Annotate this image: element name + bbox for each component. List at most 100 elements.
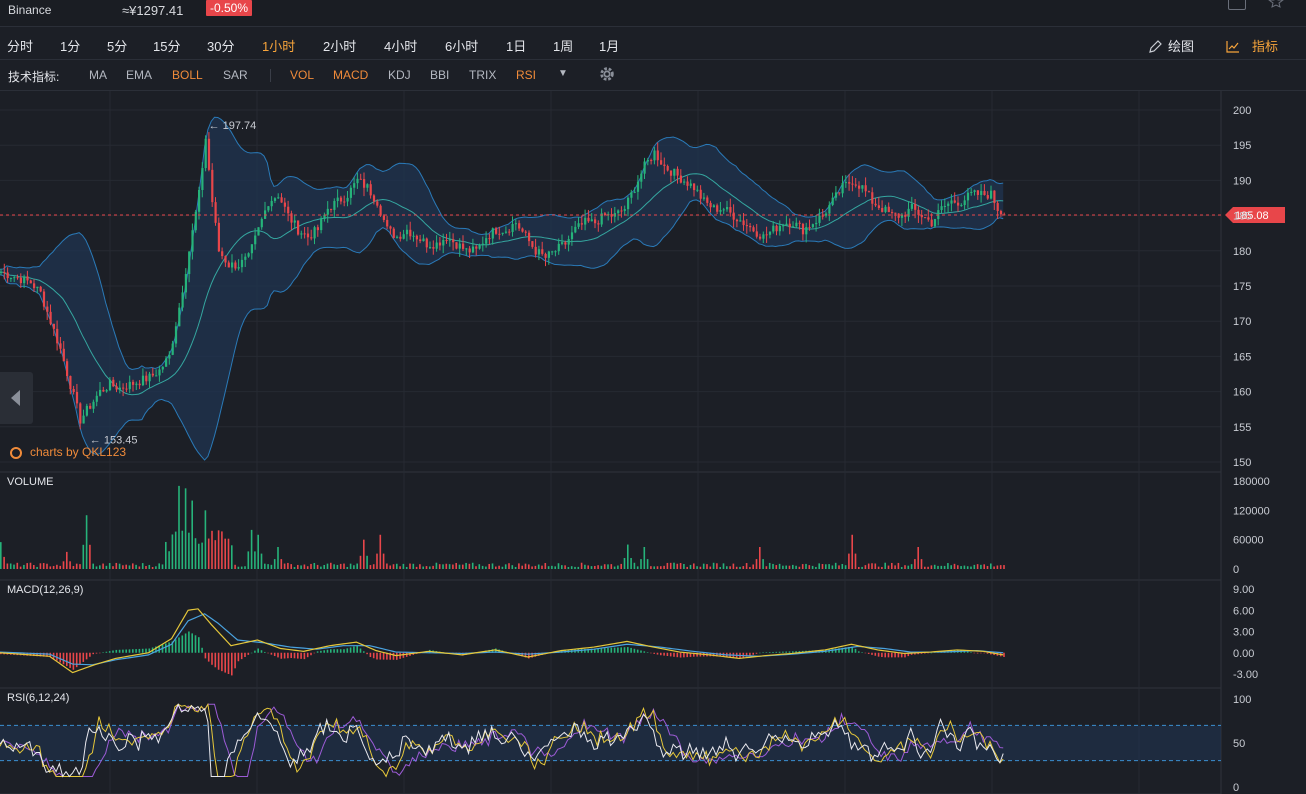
- volume-bar: [204, 510, 207, 569]
- indicator-ema[interactable]: EMA: [126, 68, 153, 82]
- candle-body: [211, 169, 214, 203]
- axis-tick-label: 195: [1233, 140, 1251, 152]
- candle-body: [221, 251, 224, 257]
- volume-bar: [732, 563, 735, 569]
- period-5m[interactable]: 5分: [107, 39, 128, 54]
- period-fenshi[interactable]: 分时: [7, 39, 34, 54]
- volume-bar: [696, 566, 698, 569]
- candle-body: [623, 209, 626, 211]
- volume-bar: [102, 563, 104, 569]
- gear-icon[interactable]: [598, 65, 616, 83]
- candle-body: [570, 232, 574, 240]
- period-1h[interactable]: 1小时: [262, 39, 296, 54]
- volume-bar: [630, 558, 632, 569]
- candle-body: [396, 236, 399, 238]
- candle-body: [999, 211, 1003, 215]
- macd-histogram-bar: [745, 652, 748, 657]
- volume-bar: [405, 566, 408, 569]
- candle-body: [950, 200, 953, 204]
- candle-body: [191, 230, 194, 252]
- indicator-kdj[interactable]: KDJ: [388, 68, 411, 82]
- star-icon[interactable]: [1268, 0, 1284, 8]
- candle-body: [933, 219, 937, 227]
- volume-bar: [792, 564, 794, 569]
- candle-body: [184, 274, 187, 293]
- macd-histogram-bar: [155, 646, 157, 653]
- volume-bar: [95, 566, 98, 569]
- candle-body: [273, 198, 277, 201]
- period-6h[interactable]: 6小时: [445, 39, 479, 54]
- change-badge: -0.50%: [206, 0, 253, 16]
- indicator-macd[interactable]: MACD: [333, 68, 369, 82]
- volume-bar: [1003, 565, 1005, 569]
- macd-histogram-bar: [973, 652, 976, 654]
- indicator-boll[interactable]: BOLL: [172, 68, 203, 82]
- macd-histogram-bar: [158, 645, 160, 653]
- indicator-rsi[interactable]: RSI: [516, 68, 537, 82]
- volume-bar: [910, 564, 913, 569]
- draw-tool-button[interactable]: 绘图: [1148, 36, 1194, 55]
- candle-body: [514, 223, 517, 225]
- candle-body: [283, 202, 286, 207]
- macd-histogram-bar: [336, 649, 339, 653]
- volume-bar: [82, 544, 85, 569]
- volume-bar: [369, 565, 372, 569]
- volume-bar: [501, 566, 504, 569]
- period-30m[interactable]: 30分: [207, 39, 235, 54]
- macd-histogram-bar: [95, 652, 98, 654]
- volume-bar: [112, 566, 114, 569]
- macd-histogram-bar: [105, 651, 108, 653]
- candle-body: [894, 212, 897, 214]
- candle-body: [531, 241, 534, 247]
- candle-body: [663, 164, 666, 167]
- candle-body: [719, 210, 722, 212]
- period-1d[interactable]: 1日: [506, 39, 527, 54]
- candle-body: [432, 247, 435, 249]
- macd-histogram-bar: [115, 649, 118, 653]
- candle-body: [468, 248, 471, 253]
- candle-body: [198, 189, 201, 212]
- candle-body: [234, 262, 237, 269]
- macd-histogram-bar: [396, 652, 398, 660]
- macd-histogram-bar: [910, 652, 913, 655]
- candle-body: [56, 328, 59, 344]
- candle-body: [983, 190, 986, 196]
- macd-histogram-bar: [122, 649, 124, 653]
- candle-body: [267, 206, 270, 211]
- period-bar: 分时 1分 5分 15分 30分 1小时 2小时 4小时 6小时 1日 1周 1…: [0, 27, 1306, 60]
- indicator-trix[interactable]: TRIX: [469, 68, 497, 82]
- indicator-vol[interactable]: VOL: [290, 68, 315, 82]
- period-2h[interactable]: 2小时: [323, 39, 357, 54]
- volume-bar: [511, 565, 514, 569]
- volume-bar: [227, 538, 230, 569]
- indicator-sar[interactable]: SAR: [223, 68, 248, 82]
- volume-bar: [600, 565, 603, 569]
- period-1w[interactable]: 1周: [553, 39, 574, 54]
- period-4h[interactable]: 4小时: [384, 39, 418, 54]
- axis-tick-label: 165: [1233, 351, 1251, 363]
- period-1m[interactable]: 1分: [60, 39, 81, 54]
- candle-body: [389, 226, 392, 229]
- candle-body: [920, 214, 923, 218]
- macd-histogram-bar: [594, 648, 596, 653]
- volume-bar: [818, 563, 820, 569]
- volume-bar: [122, 565, 124, 569]
- indicator-ma[interactable]: MA: [89, 68, 107, 82]
- candle-body: [521, 228, 524, 232]
- volume-bar: [518, 563, 520, 569]
- macd-histogram-bar: [887, 652, 890, 658]
- period-15m[interactable]: 15分: [153, 39, 181, 54]
- fullscreen-icon[interactable]: [1228, 0, 1246, 10]
- macd-histogram-bar: [39, 652, 42, 657]
- volume-bar: [947, 563, 949, 569]
- macd-histogram-bar: [986, 652, 989, 654]
- indicator-tool-button[interactable]: 指标: [1226, 36, 1278, 55]
- volume-bar: [452, 564, 454, 569]
- volume-bar: [0, 542, 2, 569]
- period-1mo[interactable]: 1月: [599, 39, 620, 54]
- scroll-left-button[interactable]: [0, 372, 33, 424]
- indicator-bbi[interactable]: BBI: [430, 68, 450, 82]
- candle-body: [300, 233, 303, 235]
- more-indicators-icon[interactable]: ▼: [558, 68, 568, 79]
